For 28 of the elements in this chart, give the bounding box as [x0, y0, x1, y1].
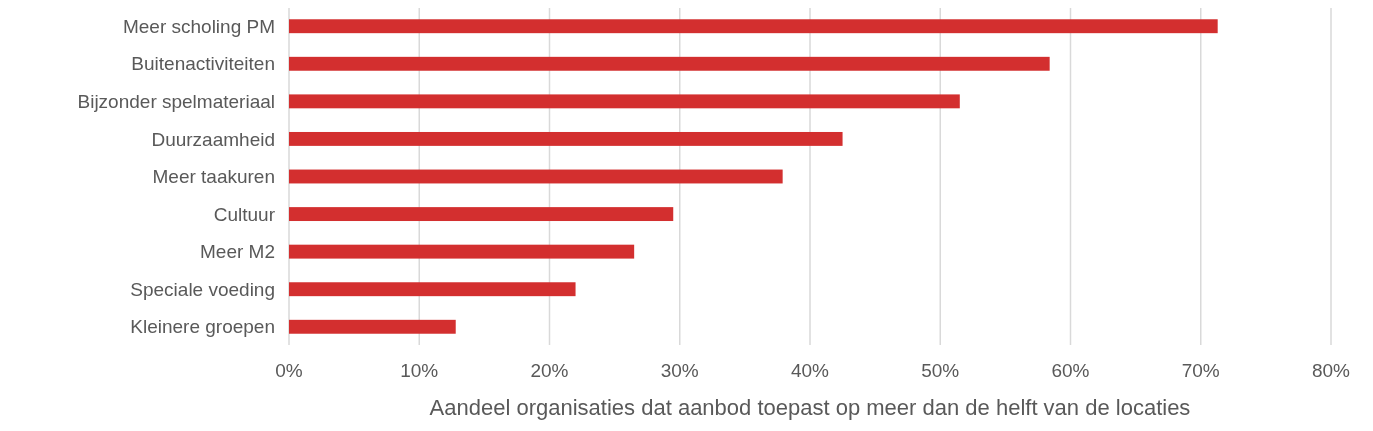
bar — [289, 244, 635, 259]
bar — [289, 56, 1050, 71]
x-tick-label: 40% — [790, 360, 830, 381]
y-tick-label: Meer scholing PM — [122, 15, 275, 37]
bar — [289, 19, 1218, 34]
y-tick-label: Cultuur — [213, 203, 276, 225]
bar — [289, 207, 674, 222]
bar — [289, 131, 843, 146]
y-tick-label: Bijzonder spelmateriaal — [77, 91, 275, 113]
bar — [289, 169, 783, 184]
x-tick-label: 80% — [1311, 360, 1351, 381]
y-tick-label: Kleinere groepen — [130, 316, 275, 338]
x-axis-title: Aandeel organisaties dat aanbod toepast op meer dan de helft van de locaties — [429, 395, 1191, 420]
y-tick-label: Meer M2 — [200, 241, 275, 263]
x-tick-label: 70% — [1181, 360, 1220, 381]
y-tick-label: Duurzaamheid — [151, 128, 275, 150]
x-tick-label: 50% — [921, 360, 960, 381]
x-tick-label: 0% — [275, 360, 303, 381]
y-tick-label: Speciale voeding — [130, 278, 275, 300]
bar — [289, 319, 456, 334]
x-tick-label: 20% — [530, 360, 569, 381]
x-tick-label: 30% — [660, 360, 699, 381]
bar — [289, 282, 576, 297]
bar — [289, 94, 960, 109]
y-tick-label: Meer taakuren — [152, 166, 275, 188]
y-tick-label: Buitenactiviteiten — [131, 53, 275, 75]
x-tick-label: 60% — [1051, 360, 1090, 381]
x-tick-label: 10% — [400, 360, 439, 381]
